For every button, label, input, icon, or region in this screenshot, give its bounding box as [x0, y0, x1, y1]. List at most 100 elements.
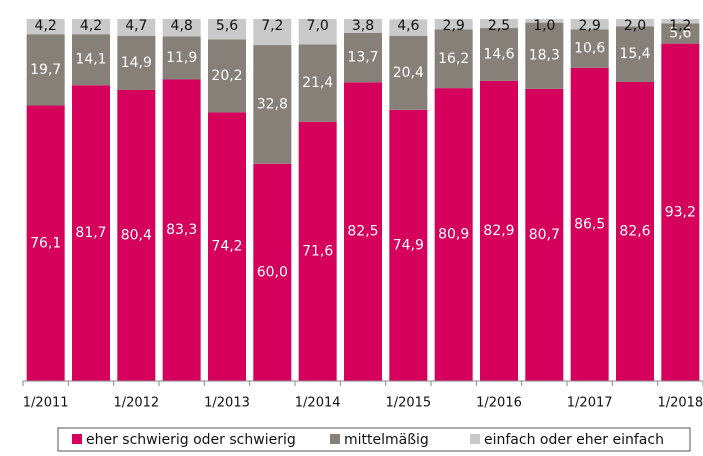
bar-segment [26, 105, 65, 381]
bar-segment [616, 19, 654, 27]
legend-label: eher schwierig oder schwierig [86, 432, 296, 448]
data-label: 86,5 [574, 216, 605, 232]
bar-segment [434, 29, 473, 89]
data-label: 5,6 [669, 25, 691, 41]
data-label: 32,8 [257, 96, 288, 112]
x-tick-label: 1/2016 [476, 396, 522, 411]
data-label: 4,8 [171, 18, 193, 34]
bar-segment [162, 19, 201, 37]
legend-box [57, 427, 691, 452]
data-label: 74,9 [393, 237, 424, 253]
bar-segment [208, 112, 246, 382]
bar-segment [661, 23, 700, 44]
data-label: 14,6 [483, 46, 514, 62]
data-label: 14,1 [75, 52, 106, 68]
bar-segment [344, 32, 382, 83]
x-tick-label: 1/2011 [23, 396, 69, 411]
bar-segment [661, 43, 700, 382]
bar-segment [162, 36, 201, 80]
bar-segment [525, 19, 564, 23]
bar-segment [117, 89, 156, 382]
data-label: 4,2 [35, 18, 57, 34]
data-label: 10,6 [574, 41, 605, 57]
bar-segment [661, 19, 700, 24]
x-tick-label: 1/2015 [385, 396, 431, 411]
data-label: 20,4 [393, 65, 424, 81]
bar-segment [344, 19, 382, 33]
data-label: 74,2 [211, 239, 242, 255]
bar-segment [434, 88, 473, 381]
bar-segment [72, 34, 110, 86]
data-label: 20,2 [211, 68, 242, 84]
data-label: 1,0 [533, 18, 555, 34]
bar-segment [253, 45, 292, 164]
data-label: 81,7 [75, 225, 106, 241]
data-label: 2,0 [624, 18, 646, 34]
bar-segment [253, 19, 292, 46]
bar-segment [72, 85, 110, 381]
data-label: 82,9 [483, 223, 514, 239]
data-label: 76,1 [30, 235, 61, 251]
bar-segment [570, 19, 609, 30]
bar-segment [389, 36, 428, 110]
data-label: 18,3 [529, 48, 560, 64]
data-label: 80,9 [438, 227, 469, 243]
bar-segment [480, 19, 518, 29]
bar-segment [570, 67, 609, 382]
bar-segment [434, 19, 473, 30]
data-label: 21,4 [302, 75, 333, 91]
bar-segment [26, 19, 65, 35]
bar-segment [162, 79, 201, 381]
data-label: 5,6 [216, 18, 238, 34]
bar-segment [389, 19, 428, 37]
data-label: 3,8 [352, 18, 374, 34]
x-tick-label: 1/2017 [567, 396, 613, 411]
data-label: 14,9 [121, 55, 152, 71]
data-label: 93,2 [665, 204, 696, 220]
bar-segment [298, 19, 337, 45]
bar-segment [525, 88, 564, 381]
data-label: 4,2 [80, 18, 102, 34]
bar-segment [26, 34, 65, 106]
x-tick-label: 1/2012 [113, 396, 159, 411]
data-label: 13,7 [347, 50, 378, 66]
data-label: 2,9 [579, 18, 601, 34]
data-label: 82,5 [347, 224, 378, 240]
bar-segment [117, 19, 156, 37]
data-label: 1,2 [669, 18, 691, 34]
bar-segment [253, 163, 292, 381]
bar-segment [117, 36, 156, 90]
legend-swatch [72, 434, 82, 444]
data-label: 11,9 [166, 50, 197, 66]
bar-segment [298, 121, 337, 382]
bar-segment [208, 19, 246, 40]
bar-segment [525, 22, 564, 89]
data-label: 19,7 [30, 62, 61, 78]
data-label: 80,7 [529, 227, 560, 243]
legend-swatch [470, 434, 480, 444]
x-tick-label: 1/2013 [204, 396, 250, 411]
bar-segment [480, 80, 518, 381]
data-label: 80,4 [121, 227, 152, 243]
data-label: 83,3 [166, 222, 197, 238]
bar-segment [616, 81, 654, 381]
data-label: 60,0 [257, 264, 288, 280]
data-label: 2,5 [488, 18, 510, 34]
data-label: 71,6 [302, 243, 333, 259]
bar-segment [480, 28, 518, 81]
data-label: 16,2 [438, 51, 469, 67]
x-tick-label: 1/2018 [657, 396, 703, 411]
data-label: 7,2 [261, 18, 283, 34]
legend-label: mittelmäßig [344, 432, 429, 448]
legend-swatch [330, 434, 340, 444]
data-label: 2,9 [443, 18, 465, 34]
bar-segment [616, 26, 654, 82]
data-label: 15,4 [619, 46, 650, 62]
data-label: 82,6 [619, 223, 650, 239]
data-label: 4,6 [397, 18, 419, 34]
data-label: 7,0 [307, 18, 329, 34]
bar-segment [72, 19, 110, 35]
bar-segment [208, 39, 246, 113]
bar-segment [344, 82, 382, 381]
